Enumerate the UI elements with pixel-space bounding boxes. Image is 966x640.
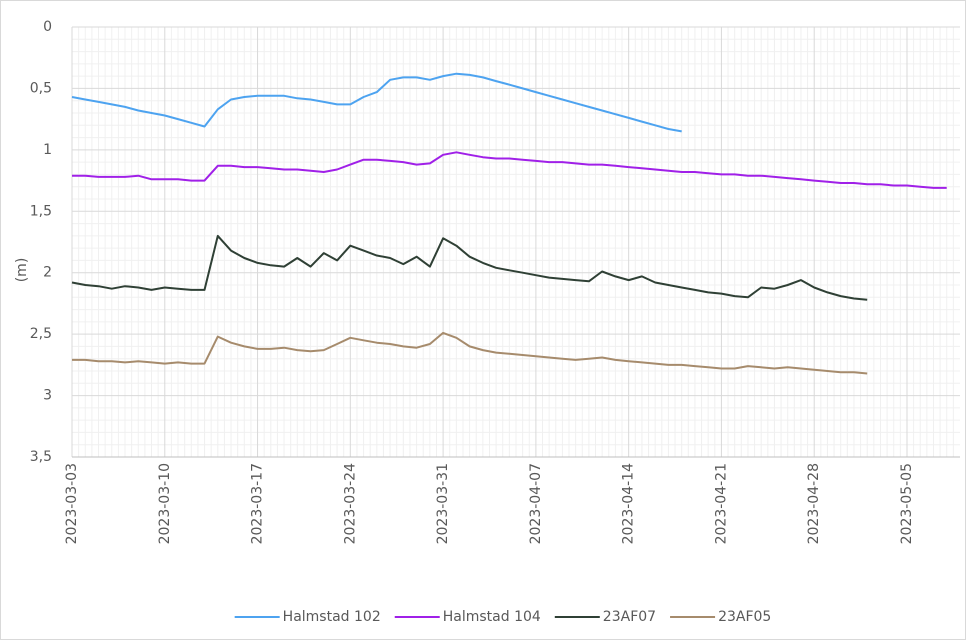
x-tick-label: 2023-03-31 xyxy=(435,463,451,544)
y-tick-label: 3 xyxy=(43,388,52,404)
y-tick-label: 0 xyxy=(43,19,52,35)
legend-item: Halmstad 104 xyxy=(394,609,541,625)
x-tick-label: 2023-03-10 xyxy=(157,463,173,544)
y-tick-label: 2 xyxy=(43,265,52,281)
y-tick-label: 1 xyxy=(43,142,52,158)
legend-label: Halmstad 104 xyxy=(443,609,541,625)
legend-label: 23AF07 xyxy=(603,609,656,625)
x-tick-label: 2023-03-24 xyxy=(342,463,358,544)
grid xyxy=(71,26,960,458)
y-tick-label: 3,5 xyxy=(30,449,52,465)
data-line xyxy=(72,331,868,375)
legend-item: Halmstad 102 xyxy=(234,609,381,625)
data-line xyxy=(71,234,868,301)
x-tick-label: 2023-04-21 xyxy=(713,463,729,544)
y-tick-label: 1,5 xyxy=(30,203,52,219)
legend-label: Halmstad 102 xyxy=(283,609,381,625)
legend-item: 23AF05 xyxy=(670,609,771,625)
legend-label: 23AF05 xyxy=(718,609,771,625)
data-line xyxy=(72,151,947,189)
x-tick-label: 2023-04-07 xyxy=(528,463,544,544)
x-tick-label: 2023-05-05 xyxy=(899,463,915,544)
x-tick-label: 2023-04-14 xyxy=(621,463,637,544)
plot xyxy=(71,72,947,375)
x-tick-label: 2023-04-28 xyxy=(806,463,822,544)
y-tick-label: 0,5 xyxy=(30,80,52,96)
legend-item: 23AF07 xyxy=(554,609,656,625)
data-line xyxy=(71,72,682,133)
x-tick-label: 2023-03-03 xyxy=(64,463,80,544)
y-axis-label: (m) xyxy=(14,258,30,283)
x-tick-label: 2023-03-17 xyxy=(250,463,266,544)
y-tick-label: 2,5 xyxy=(30,326,52,342)
